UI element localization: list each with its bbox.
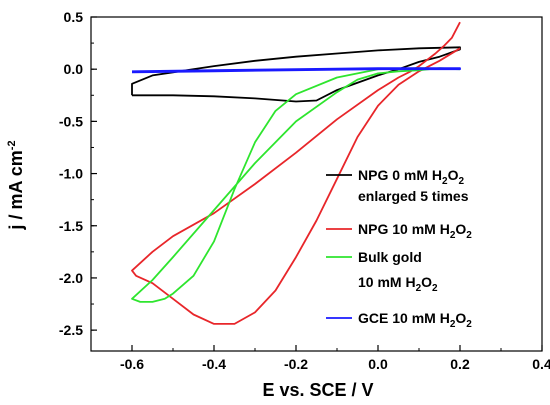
y-tick-label-6: -2.5 bbox=[59, 322, 83, 338]
y-axis-title-main: j / mA cm bbox=[6, 150, 26, 230]
y-axis-title: j / mA cm-2 bbox=[6, 140, 26, 230]
y-tick-label-4: -1.5 bbox=[59, 218, 83, 234]
y-tick-label-2: -0.5 bbox=[59, 113, 83, 129]
series-layer bbox=[131, 21, 461, 325]
x-tick-label-5: 0.4 bbox=[532, 356, 550, 372]
series-line-2 bbox=[131, 67, 461, 303]
y-tick-label-3: -1.0 bbox=[59, 166, 83, 182]
x-tick-label-4: 0.2 bbox=[450, 356, 470, 372]
x-axis-title: E vs. SCE / V bbox=[262, 380, 373, 400]
legend-label-0-0: NPG 0 mM H2O2 bbox=[358, 167, 464, 187]
legend-label-3-0: GCE 10 mM H2O2 bbox=[358, 310, 472, 330]
series-line-3 bbox=[131, 67, 461, 74]
y-tick-label-0: 0.5 bbox=[64, 9, 84, 25]
x-tick-label-2: -0.2 bbox=[284, 356, 308, 372]
y-axis-title-sup: -2 bbox=[6, 140, 18, 150]
ticks-layer: -0.6 -0.4 -0.2 0.0 0.2 0.4 0.5 0.0 -0.5 -1.0 -1.5 -… bbox=[59, 9, 550, 372]
x-tick-label-0: -0.6 bbox=[120, 356, 144, 372]
legend-label-2-0: Bulk gold bbox=[358, 249, 422, 265]
y-tick-label-1: 0.0 bbox=[64, 61, 84, 77]
y-tick-label-5: -2.0 bbox=[59, 270, 83, 286]
x-tick-label-3: 0.0 bbox=[368, 356, 388, 372]
legend-label-0-1: enlarged 5 times bbox=[358, 188, 469, 204]
legend-label-2-1: 10 mM H2O2 bbox=[358, 274, 438, 294]
legend-label-1-0: NPG 10 mM H2O2 bbox=[358, 221, 472, 241]
plot-frame bbox=[90, 16, 543, 352]
series-line-0 bbox=[131, 46, 461, 103]
x-tick-label-1: -0.4 bbox=[202, 356, 226, 372]
